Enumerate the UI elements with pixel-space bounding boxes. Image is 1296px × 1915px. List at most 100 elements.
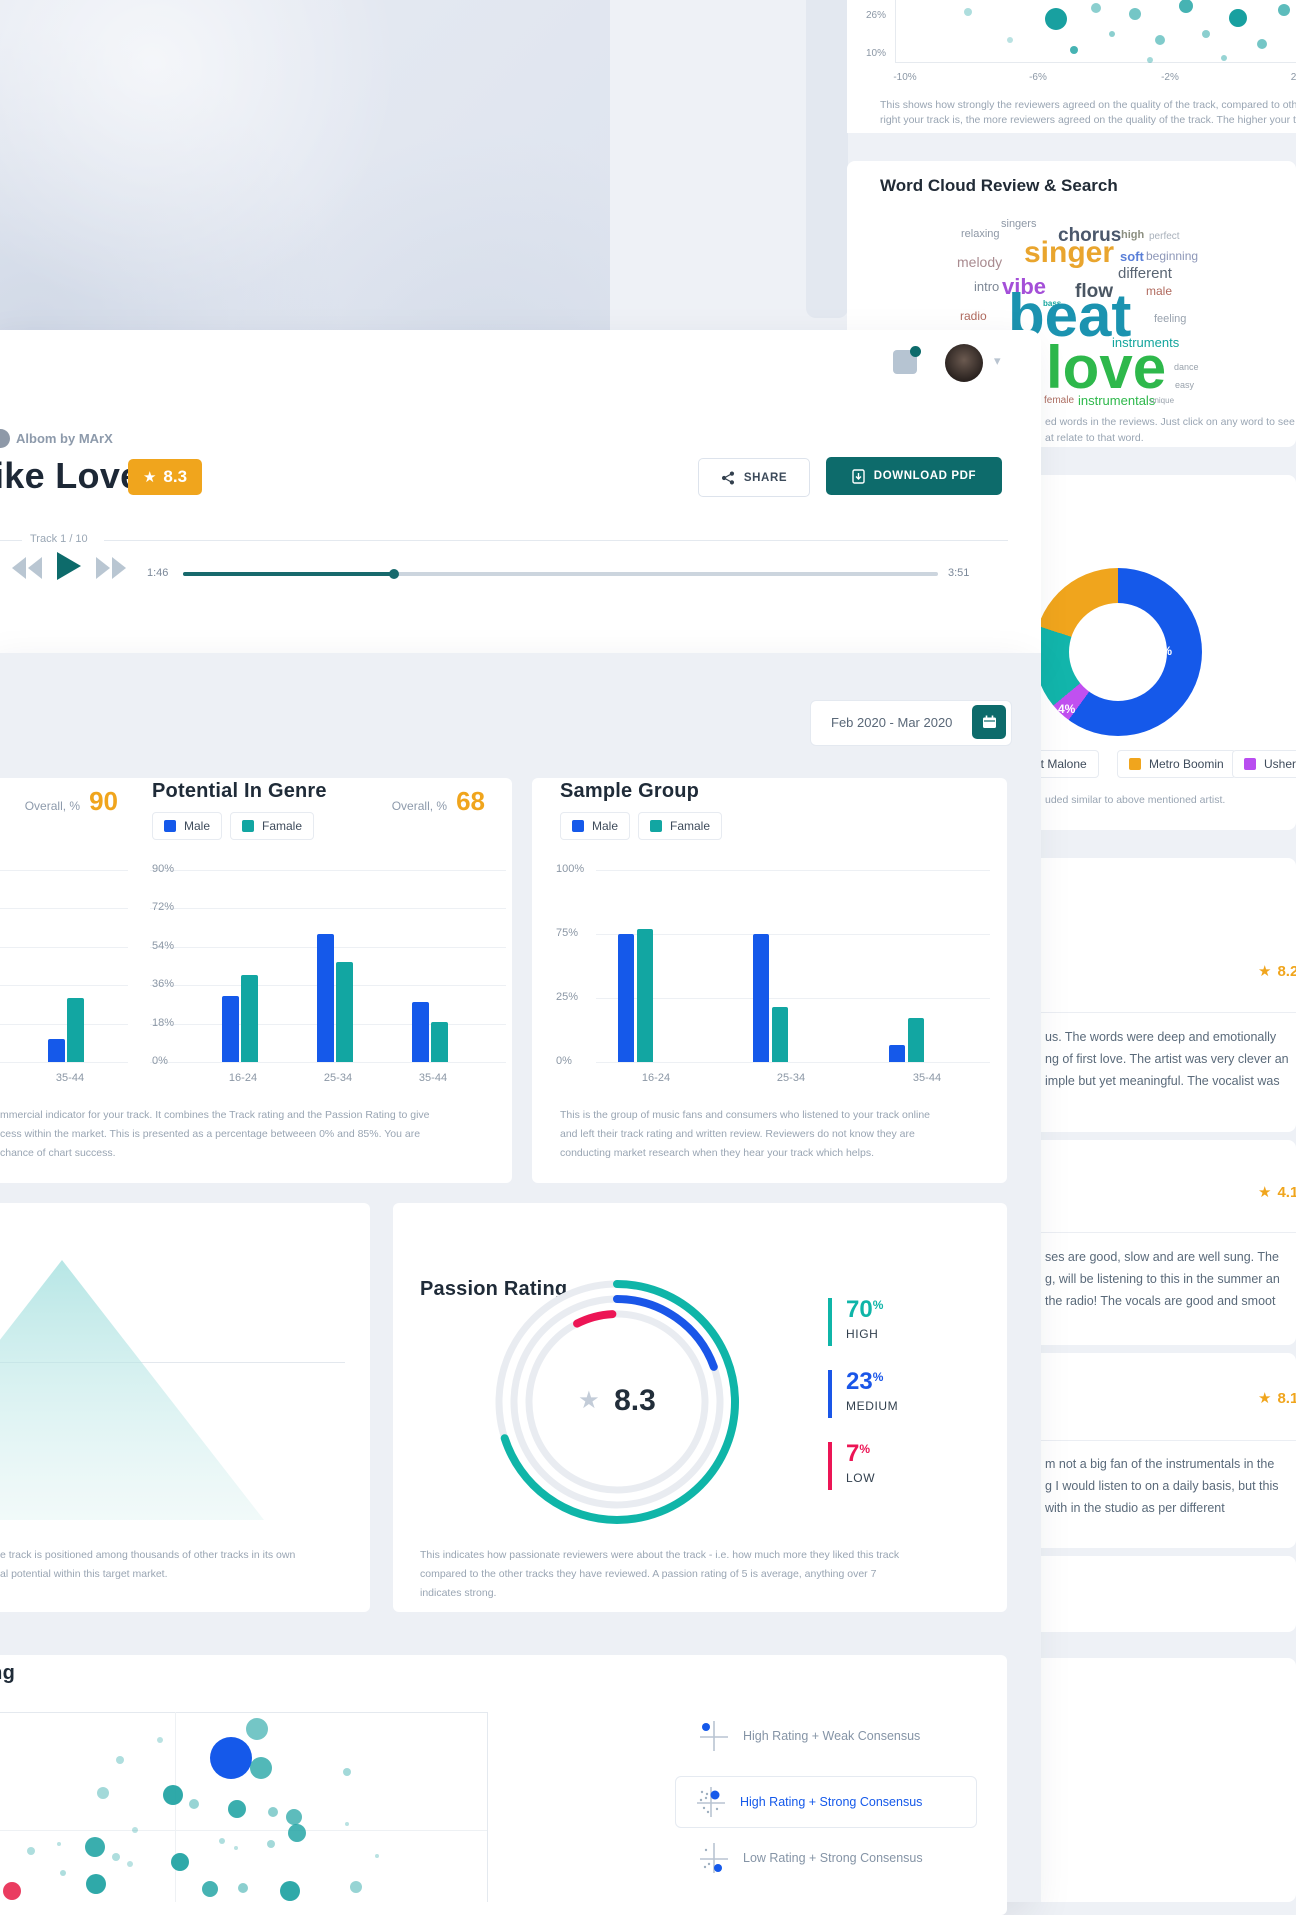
calendar-button[interactable] xyxy=(972,705,1006,739)
high-weak-consensus-icon xyxy=(700,1721,728,1751)
player-total-time: 3:51 xyxy=(948,567,970,579)
player-current-time: 1:46 xyxy=(147,567,169,579)
scatter-bubble xyxy=(86,1874,106,1894)
wordcloud-word[interactable]: flow xyxy=(1075,281,1113,302)
wordcloud-word[interactable]: radio xyxy=(960,309,987,323)
wordcloud-word[interactable]: perfect xyxy=(1149,231,1180,242)
donut-slice-label: 4% xyxy=(1058,702,1076,716)
wordcloud-word[interactable]: high xyxy=(1121,229,1145,241)
x-axis-label: 25-34 xyxy=(323,1072,353,1084)
bar-female xyxy=(431,1022,448,1062)
wordcloud-word[interactable]: different xyxy=(1118,265,1172,282)
consensus-plot-top-border xyxy=(0,1712,487,1713)
artist-legend-usher[interactable]: Usher xyxy=(1232,750,1296,778)
wordcloud-word[interactable]: beginning xyxy=(1146,249,1199,263)
wordcloud-word[interactable]: unique xyxy=(1150,396,1175,405)
consensus-plot-right-border xyxy=(487,1712,488,1902)
wordcloud-word[interactable]: feeling xyxy=(1154,313,1187,325)
chart-gridline xyxy=(150,1062,506,1063)
wordcloud-word[interactable]: melody xyxy=(957,254,1003,270)
notification-icon[interactable] xyxy=(893,346,921,374)
consensus-legend-item-2[interactable]: High Rating + Strong Consensus xyxy=(675,1776,977,1828)
fast-forward-button[interactable] xyxy=(94,557,126,579)
wordcloud-word[interactable]: singers xyxy=(1001,218,1037,230)
overall-potential-left: Overall, % 90 xyxy=(24,786,118,816)
review-3-text: m not a big fan of the instrumentals in … xyxy=(1045,1457,1279,1515)
scatter-bubble xyxy=(1155,35,1165,45)
scatter-bubble xyxy=(1202,30,1210,38)
chart-gridline xyxy=(0,870,128,871)
agreement-ytick-10: 10% xyxy=(865,48,886,59)
wordcloud-word[interactable]: singer xyxy=(1024,236,1115,269)
usher-color-swatch xyxy=(1244,758,1256,770)
progress-bar[interactable] xyxy=(183,569,938,579)
player-track-label: Track 1 / 10 xyxy=(30,533,88,545)
passion-arc xyxy=(510,1295,724,1509)
track-title: ike Love xyxy=(0,455,141,496)
scatter-bubble xyxy=(246,1718,268,1740)
chart-gridline xyxy=(596,998,990,999)
download-pdf-button[interactable]: DOWNLOAD PDF xyxy=(826,457,1002,495)
consensus-legend-item-3[interactable]: Low Rating + Strong Consensus xyxy=(697,1840,923,1876)
share-button-label: SHARE xyxy=(743,471,788,484)
wordcloud-word[interactable]: relaxing xyxy=(961,228,1000,240)
low-strong-consensus-icon xyxy=(700,1843,728,1873)
passion-center-value: 8.3 xyxy=(614,1384,656,1417)
bar-female xyxy=(241,975,258,1062)
consensus-legend-item-1[interactable]: High Rating + Weak Consensus xyxy=(697,1718,920,1754)
wordcloud-word[interactable]: soft xyxy=(1120,249,1144,264)
player-divider-right xyxy=(104,540,1008,541)
y-axis-tick: 54% xyxy=(152,940,175,952)
rating-badge: ★ 8.3 xyxy=(128,459,202,495)
date-range-filter[interactable]: Feb 2020 - Mar 2020 xyxy=(810,700,1012,746)
scatter-bubble xyxy=(1147,57,1153,63)
artist-label[interactable]: Albom by MArX xyxy=(16,431,113,446)
x-axis-label: 25-34 xyxy=(776,1072,806,1084)
chart-gridline xyxy=(150,870,506,871)
share-button[interactable]: SHARE xyxy=(698,458,810,497)
wordcloud-word[interactable]: male xyxy=(1146,284,1173,298)
chart-gridline xyxy=(0,908,128,909)
scatter-bubble xyxy=(97,1787,109,1799)
sample-legend-male[interactable]: Male xyxy=(560,812,631,840)
wordcloud-word[interactable]: vibe xyxy=(1002,274,1047,299)
potential-legend-famale[interactable]: Famale xyxy=(230,812,315,840)
wordcloud-word[interactable]: instrumentals xyxy=(1078,393,1156,408)
avatar[interactable] xyxy=(945,344,983,382)
x-axis-label: 35-44 xyxy=(912,1072,942,1084)
scatter-bubble xyxy=(163,1785,183,1805)
scatter-bubble xyxy=(345,1822,349,1826)
rewind-button[interactable] xyxy=(12,557,44,579)
sample-legend-famale[interactable]: Famale xyxy=(638,812,723,840)
chevron-down-icon[interactable]: ▾ xyxy=(994,353,1001,368)
progress-knob[interactable] xyxy=(389,569,400,579)
scatter-bubble xyxy=(157,1737,163,1743)
artist-legend-metro-boomin[interactable]: Metro Boomin xyxy=(1117,750,1236,778)
potential-card-description: mmercial indicator for your track. It co… xyxy=(0,1109,430,1159)
play-button[interactable] xyxy=(57,552,81,580)
scatter-bubble xyxy=(250,1757,272,1779)
wordcloud-word[interactable]: bass xyxy=(1043,299,1062,308)
scatter-bubble xyxy=(1278,4,1290,16)
wordcloud-word[interactable]: instruments xyxy=(1112,335,1180,350)
agreement-ytick-26: 26% xyxy=(865,10,886,21)
review-1-text: us. The words were deep and emotionally … xyxy=(1045,1030,1289,1088)
agreement-y-axis-line xyxy=(895,0,896,62)
player-divider-left xyxy=(0,540,22,541)
potential-legend-male[interactable]: Male xyxy=(152,812,223,840)
wordcloud-word[interactable]: female xyxy=(1044,395,1075,406)
share-icon xyxy=(721,471,734,484)
wordcloud-word[interactable]: easy xyxy=(1175,380,1195,390)
donut-slice-label: 60% xyxy=(1148,644,1173,658)
wordcloud-word[interactable]: intro xyxy=(974,279,1000,294)
overall-potential-right: Overall, % 68 xyxy=(391,786,485,816)
wordcloud-word[interactable]: dance xyxy=(1174,362,1199,372)
wordcloud-word[interactable]: chorus xyxy=(1058,225,1122,246)
scatter-bubble xyxy=(1257,39,1267,49)
wordcloud-word[interactable]: love xyxy=(1046,334,1167,401)
scatter-bubble xyxy=(1179,0,1193,13)
review-2-rating: ★ 4.1 xyxy=(1258,1183,1296,1202)
scatter-bubble xyxy=(1129,8,1141,20)
